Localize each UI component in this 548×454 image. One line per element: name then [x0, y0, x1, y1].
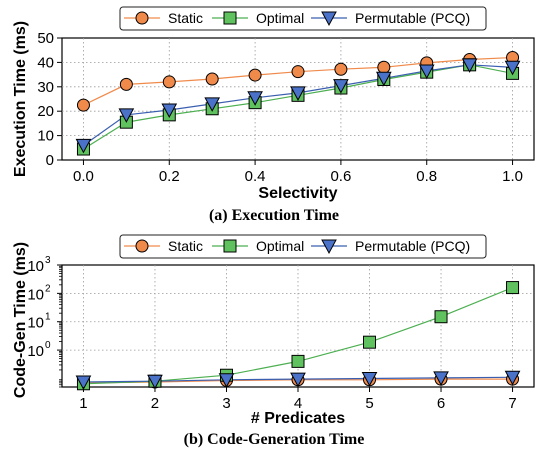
data-point-permutable-pcq- — [75, 138, 92, 154]
data-point-permutable-pcq- — [161, 103, 178, 119]
legend-marker — [135, 11, 149, 25]
y-tick-label: 10 — [37, 128, 54, 145]
x-tick-label: 2 — [151, 395, 159, 412]
x-tick-label: 0.2 — [159, 168, 180, 185]
y-tick-label: 40 — [37, 54, 54, 71]
legend-box — [119, 234, 487, 259]
data-point-static — [205, 72, 219, 86]
y-tick-label: 10 — [27, 343, 44, 360]
y-tick-label: 50 — [37, 30, 54, 47]
x-tick-label: 0.4 — [245, 168, 266, 185]
data-point-permutable-pcq- — [218, 373, 235, 388]
data-point-permutable-pcq- — [290, 372, 306, 388]
plot-frame-a — [61, 37, 535, 161]
x-tick-label: 4 — [294, 395, 302, 412]
data-point-optimal — [363, 335, 377, 349]
data-point-optimal — [506, 281, 520, 295]
y-axis-title-b: Code-Gen Time (ms) — [12, 242, 29, 398]
x-ticks-a: 0.0 0.2 0.4 0.6 0.8 1.0 — [73, 160, 523, 185]
data-point-permutable-pcq- — [333, 79, 349, 94]
y-tick-label: 30 — [37, 79, 54, 96]
legend-label: Optimal — [256, 238, 304, 254]
legend-label: Permutable (PCQ) — [355, 238, 470, 254]
legend-marker — [223, 239, 237, 253]
data-point-static — [248, 68, 262, 82]
legend-marker — [223, 11, 237, 25]
y-tick-label: 20 — [37, 103, 54, 120]
legend-b: Static Optimal Permutable (PCQ) — [119, 234, 487, 259]
y-tick-exponent: 1 — [45, 312, 51, 323]
data-point-permutable-pcq- — [290, 86, 306, 101]
data-point-optimal — [434, 310, 448, 324]
legend-a: Static Optimal Permutable (PCQ) — [119, 6, 487, 31]
y-axis-title-a: Execution Time (ms) — [12, 21, 29, 177]
y-ticks-a: 0 10 20 30 40 50 — [37, 30, 62, 169]
legend-label: Static — [168, 238, 203, 254]
y-tick-label: 10 — [27, 315, 44, 332]
grid-b — [62, 265, 534, 387]
caption-b: (b) Code-Generation Time — [184, 431, 365, 448]
data-point-permutable-pcq- — [147, 374, 163, 390]
data-point-static — [162, 75, 176, 89]
x-tick-label: 0.8 — [416, 168, 437, 185]
series-markers-a — [75, 51, 521, 156]
data-point-static — [119, 77, 133, 91]
data-point-static — [291, 65, 305, 79]
x-tick-label: 1.0 — [502, 168, 523, 185]
data-point-permutable-pcq- — [418, 64, 435, 79]
data-point-permutable-pcq- — [247, 91, 263, 106]
x-tick-label: 1 — [79, 395, 87, 412]
legend-label: Static — [168, 10, 203, 26]
data-point-static — [377, 60, 391, 74]
series-markers-b — [75, 281, 521, 391]
data-point-permutable-pcq- — [75, 375, 92, 391]
x-tick-label: 0.0 — [73, 168, 94, 185]
data-point-permutable-pcq- — [118, 108, 135, 123]
legend-label: Permutable (PCQ) — [355, 10, 470, 26]
x-tick-label: 3 — [222, 395, 230, 412]
panel-a: 0.0 0.2 0.4 0.6 0.8 1.0 0 10 20 30 40 50 Selectivi… — [12, 6, 535, 224]
x-tick-label: 0.6 — [330, 168, 351, 185]
y-tick-label: 10 — [27, 286, 44, 303]
x-tick-label: 5 — [365, 395, 373, 412]
y-tick-exponent: 0 — [45, 340, 51, 351]
data-point-static — [76, 98, 90, 112]
x-axis-title-b: # Predicates — [251, 410, 345, 427]
data-point-permutable-pcq- — [375, 71, 392, 87]
x-tick-label: 7 — [508, 395, 516, 412]
data-point-permutable-pcq- — [504, 60, 521, 76]
data-point-permutable-pcq- — [361, 371, 378, 387]
caption-a: (a) Execution Time — [209, 207, 339, 224]
legend-marker — [135, 239, 149, 253]
data-point-permutable-pcq- — [204, 97, 221, 112]
y-tick-label: 10 — [27, 258, 44, 275]
legend-box — [119, 6, 487, 31]
data-point-permutable-pcq- — [504, 370, 521, 386]
legend-marker — [321, 239, 337, 255]
data-point-permutable-pcq- — [461, 58, 478, 73]
legend-label: Optimal — [256, 10, 304, 26]
y-tick-exponent: 3 — [45, 255, 51, 266]
legend-marker — [321, 11, 337, 27]
y-tick-exponent: 2 — [45, 283, 51, 294]
x-ticks-b: 1 2 3 4 5 6 7 — [79, 387, 517, 412]
data-point-optimal — [291, 354, 305, 368]
x-tick-label: 6 — [437, 395, 445, 412]
data-point-static — [334, 62, 348, 76]
x-axis-title-a: Selectivity — [258, 185, 337, 202]
y-tick-label: 0 — [46, 152, 54, 169]
data-point-permutable-pcq- — [433, 371, 449, 386]
